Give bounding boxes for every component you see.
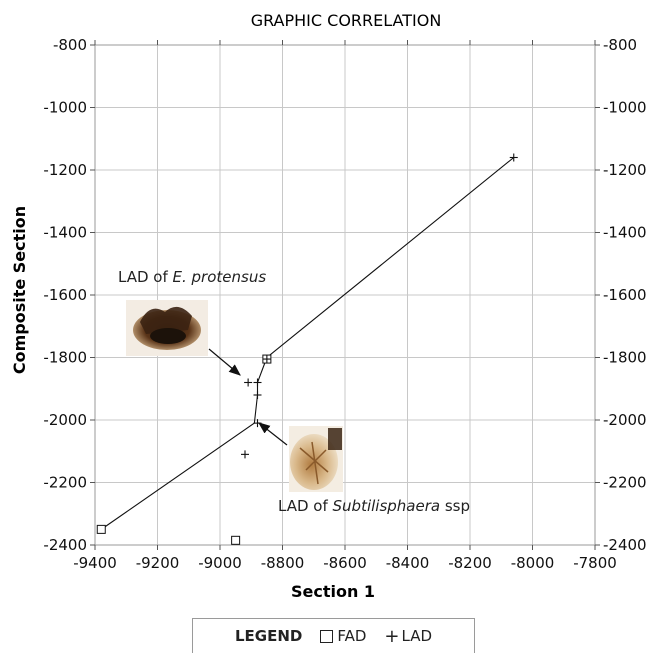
y-tick-label-right: -1400 xyxy=(603,224,647,242)
y-tick-labels-left: -800 -1000 -1200 -1400 -1600 -1800 -2000 -2200 -… xyxy=(43,36,87,554)
fad-points xyxy=(96,354,272,545)
x-tick-label: -8200 xyxy=(448,554,492,572)
x-tick-label: -8600 xyxy=(323,554,367,572)
x-tick-label: -9200 xyxy=(136,554,180,572)
y-tick-label-left: -800 xyxy=(53,36,87,54)
y-tick-label-left: -1200 xyxy=(43,161,87,179)
y-tick-label-left: -2400 xyxy=(43,536,87,554)
y-tick-label-left: -1800 xyxy=(43,349,87,367)
y-tick-label-right: -1800 xyxy=(603,349,647,367)
y-tick-label-right: -2200 xyxy=(603,474,647,492)
annotation-e-protensus: LAD of E. protensus xyxy=(118,268,266,286)
x-tick-labels: -9400 -9200 -9000 -8800 -8600 -8400 -8200 -8000… xyxy=(73,554,617,572)
y-tick-labels-right: -800 -1000 -1200 -1400 -1600 -1800 -2000 -2200 -… xyxy=(603,36,647,554)
x-axis-title: Section 1 xyxy=(291,582,375,601)
annotation-e-protensus-prefix: LAD of xyxy=(118,268,173,286)
annotation-subtilisphaera-prefix: LAD of xyxy=(278,497,333,515)
arrow-e-protensus xyxy=(208,348,241,376)
lad-point xyxy=(253,378,262,387)
square-icon xyxy=(320,629,334,643)
lad-point xyxy=(241,450,249,459)
y-tick-label-left: -1600 xyxy=(43,286,87,304)
annotation-subtilisphaera: LAD of Subtilisphaera ssp xyxy=(278,497,470,515)
x-tick-label: -9400 xyxy=(73,554,117,572)
lad-point xyxy=(253,391,262,399)
y-tick-label-right: -1000 xyxy=(603,99,647,117)
y-tick-label-right: -1600 xyxy=(603,286,647,304)
y-tick-label-right: -800 xyxy=(603,36,637,54)
y-tick-label-left: -1000 xyxy=(43,99,87,117)
legend-fad-label: FAD xyxy=(337,627,367,645)
fad-point xyxy=(231,535,241,545)
lad-point xyxy=(509,153,518,162)
x-tick-label: -9000 xyxy=(198,554,242,572)
plus-icon: + xyxy=(384,625,400,647)
lad-point xyxy=(244,378,253,387)
arrow-subtilisphaera xyxy=(258,422,288,446)
x-tick-label: -8000 xyxy=(511,554,555,572)
x-tick-label: -8800 xyxy=(261,554,305,572)
y-tick-label-right: -2400 xyxy=(603,536,647,554)
e-protensus-fossil-image xyxy=(126,300,208,356)
fad-point xyxy=(96,524,106,534)
legend-lad-label: LAD xyxy=(401,627,433,645)
axis-ticks xyxy=(90,40,600,550)
x-tick-label: -8400 xyxy=(386,554,430,572)
chart-title: GRAPHIC CORRELATION xyxy=(251,11,442,30)
y-tick-label-left: -1400 xyxy=(43,224,87,242)
y-tick-label-right: -1200 xyxy=(603,161,647,179)
lad-points xyxy=(241,153,518,459)
grid xyxy=(94,44,596,546)
y-axis-title: Composite Section xyxy=(10,206,29,374)
legend-item-fad: FAD xyxy=(320,627,366,645)
annotation-e-protensus-taxon: E. protensus xyxy=(173,268,267,286)
x-tick-label: -7800 xyxy=(573,554,617,572)
y-tick-label-left: -2000 xyxy=(43,411,87,429)
y-tick-label-left: -2200 xyxy=(43,474,87,492)
annotation-subtilisphaera-taxon: Subtilisphaera xyxy=(333,497,441,515)
annotation-subtilisphaera-suffix: ssp xyxy=(440,497,470,515)
legend-item-lad: + LAD xyxy=(376,626,432,647)
y-tick-label-right: -2000 xyxy=(603,411,647,429)
legend-title: LEGEND xyxy=(234,627,303,645)
lad-point xyxy=(262,355,271,364)
legend: LEGEND FAD + LAD xyxy=(192,618,475,653)
subtilisphaera-fossil-image xyxy=(289,426,343,492)
line-of-correlation xyxy=(100,157,515,530)
